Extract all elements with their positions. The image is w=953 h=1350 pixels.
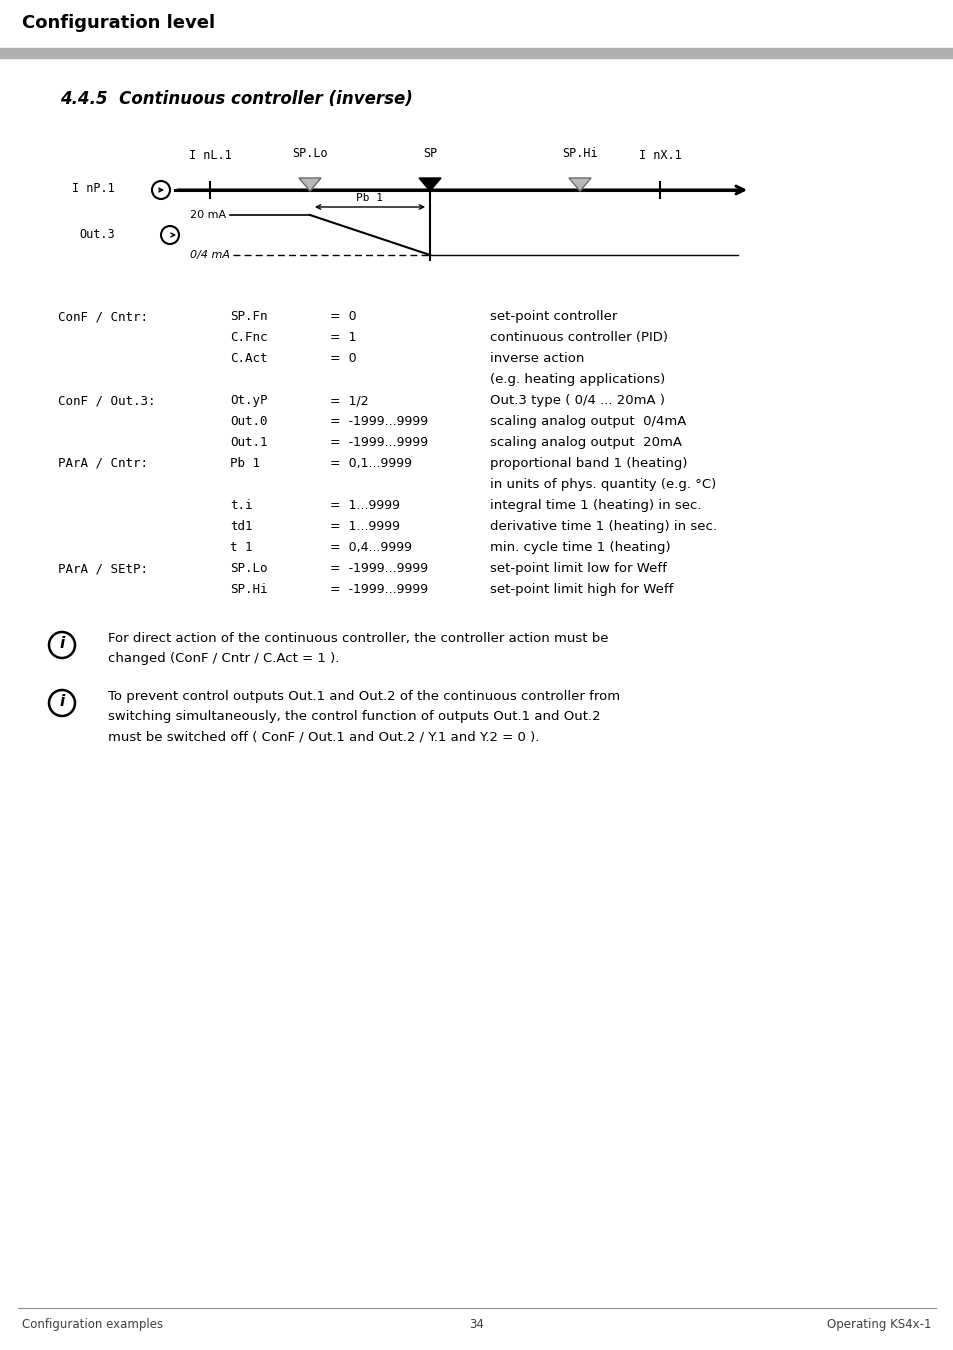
Text: SP.Hi: SP.Hi <box>230 583 267 595</box>
Text: changed (ConF / Cntr / C.Act = 1 ).: changed (ConF / Cntr / C.Act = 1 ). <box>108 652 339 666</box>
Polygon shape <box>418 178 440 190</box>
Text: =  -1999...9999: = -1999...9999 <box>330 436 428 450</box>
Text: I nP.1: I nP.1 <box>72 181 115 194</box>
Text: =  1...9999: = 1...9999 <box>330 500 399 512</box>
Text: Configuration examples: Configuration examples <box>22 1318 163 1331</box>
Text: =  0,1...9999: = 0,1...9999 <box>330 458 412 470</box>
Text: =  -1999...9999: = -1999...9999 <box>330 583 428 595</box>
Text: set-point controller: set-point controller <box>490 310 617 323</box>
Text: scaling analog output  20mA: scaling analog output 20mA <box>490 436 681 450</box>
Text: scaling analog output  0/4mA: scaling analog output 0/4mA <box>490 414 685 428</box>
Text: =  1/2: = 1/2 <box>330 394 368 406</box>
Text: I nL.1: I nL.1 <box>189 148 232 162</box>
Text: min. cycle time 1 (heating): min. cycle time 1 (heating) <box>490 541 670 554</box>
Text: 4.4.5  Continuous controller (inverse): 4.4.5 Continuous controller (inverse) <box>60 90 413 108</box>
Text: =  0: = 0 <box>330 352 356 365</box>
Text: 34: 34 <box>469 1318 484 1331</box>
Text: Pb 1: Pb 1 <box>356 193 383 202</box>
Text: inverse action: inverse action <box>490 352 584 365</box>
Text: SP: SP <box>422 147 436 161</box>
Text: set-point limit high for Weff: set-point limit high for Weff <box>490 583 673 595</box>
Text: i: i <box>59 636 65 652</box>
Text: SP.Fn: SP.Fn <box>230 310 267 323</box>
Text: 0/4 mA: 0/4 mA <box>190 250 230 261</box>
Text: Pb 1: Pb 1 <box>230 458 260 470</box>
Text: For direct action of the continuous controller, the controller action must be: For direct action of the continuous cont… <box>108 632 608 645</box>
Text: Out.3 type ( 0/4 ... 20mA ): Out.3 type ( 0/4 ... 20mA ) <box>490 394 664 406</box>
Text: =  1: = 1 <box>330 331 356 344</box>
Text: =  0: = 0 <box>330 310 356 323</box>
Text: (e.g. heating applications): (e.g. heating applications) <box>490 373 664 386</box>
Text: integral time 1 (heating) in sec.: integral time 1 (heating) in sec. <box>490 500 700 512</box>
Text: i: i <box>59 694 65 710</box>
Text: 20 mA: 20 mA <box>190 211 226 220</box>
Text: =  1...9999: = 1...9999 <box>330 520 399 533</box>
Text: Operating KS4x-1: Operating KS4x-1 <box>826 1318 931 1331</box>
Text: PArA / SEtP:: PArA / SEtP: <box>58 562 148 575</box>
Text: SP.Lo: SP.Lo <box>230 562 267 575</box>
Text: SP.Lo: SP.Lo <box>292 147 328 161</box>
Text: ConF / Out.3:: ConF / Out.3: <box>58 394 155 406</box>
Text: PArA / Cntr:: PArA / Cntr: <box>58 458 148 470</box>
Polygon shape <box>568 178 590 190</box>
Text: Out.3: Out.3 <box>79 228 115 242</box>
Text: t 1: t 1 <box>230 541 253 554</box>
Text: Out.0: Out.0 <box>230 414 267 428</box>
Text: Ot.yP: Ot.yP <box>230 394 267 406</box>
Text: Configuration level: Configuration level <box>22 14 214 32</box>
Text: td1: td1 <box>230 520 253 533</box>
Bar <box>0 49 953 58</box>
Text: C.Act: C.Act <box>230 352 267 365</box>
Text: must be switched off ( ConF / Out.1 and Out.2 / Y.1 and Y.2 = 0 ).: must be switched off ( ConF / Out.1 and … <box>108 730 538 742</box>
Text: To prevent control outputs Out.1 and Out.2 of the continuous controller from: To prevent control outputs Out.1 and Out… <box>108 690 619 703</box>
Text: continuous controller (PID): continuous controller (PID) <box>490 331 667 344</box>
Text: =  -1999...9999: = -1999...9999 <box>330 414 428 428</box>
Text: =  0,4...9999: = 0,4...9999 <box>330 541 412 554</box>
Text: Out.1: Out.1 <box>230 436 267 450</box>
Text: =  -1999...9999: = -1999...9999 <box>330 562 428 575</box>
Text: set-point limit low for Weff: set-point limit low for Weff <box>490 562 666 575</box>
Text: ConF / Cntr:: ConF / Cntr: <box>58 310 148 323</box>
Bar <box>0 0 953 55</box>
Text: derivative time 1 (heating) in sec.: derivative time 1 (heating) in sec. <box>490 520 717 533</box>
Text: switching simultaneously, the control function of outputs Out.1 and Out.2: switching simultaneously, the control fu… <box>108 710 600 724</box>
Text: proportional band 1 (heating): proportional band 1 (heating) <box>490 458 687 470</box>
Text: t.i: t.i <box>230 500 253 512</box>
Text: SP.Hi: SP.Hi <box>561 147 598 161</box>
Text: C.Fnc: C.Fnc <box>230 331 267 344</box>
Text: in units of phys. quantity (e.g. °C): in units of phys. quantity (e.g. °C) <box>490 478 716 491</box>
Text: I nX.1: I nX.1 <box>638 148 680 162</box>
Polygon shape <box>298 178 320 190</box>
